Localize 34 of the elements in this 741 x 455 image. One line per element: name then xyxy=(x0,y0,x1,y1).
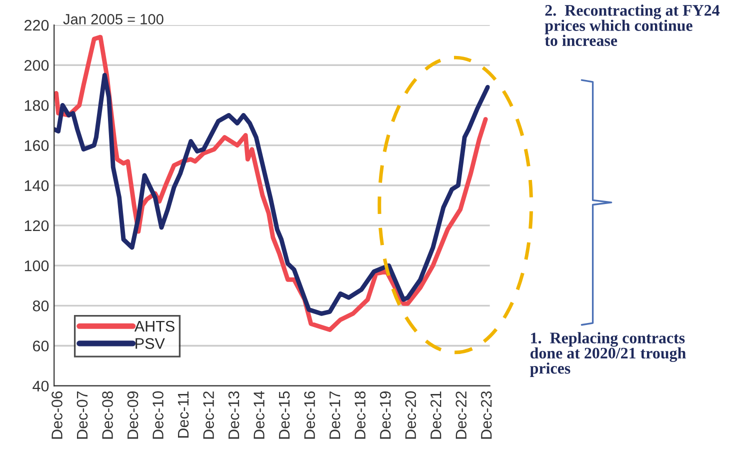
x-tick-label: Dec-15 xyxy=(279,391,290,439)
y-tick-label: 140 xyxy=(24,180,49,192)
line-series xyxy=(54,72,490,316)
x-tick-label: Dec-23 xyxy=(480,391,492,439)
x-tick-label: Dec-10 xyxy=(152,391,164,439)
x-tick-label: Dec-06 xyxy=(52,391,62,439)
x-tick-label: Dec-16 xyxy=(304,391,316,439)
x-tick-label: Dec-20 xyxy=(405,391,416,439)
y-tick-label: 100 xyxy=(24,260,49,272)
text: 1. Replacing contracts done at 2020/21 trough prices xyxy=(530,332,686,377)
x-tick-label: Dec-21 xyxy=(430,391,442,439)
x-tick-label: Dec-12 xyxy=(203,391,214,439)
x-tick-label: Dec-18 xyxy=(354,391,366,439)
x-tick-label: Dec-17 xyxy=(330,391,340,439)
x-tick-label: Dec-22 xyxy=(456,391,467,439)
x-tick-label: Dec-14 xyxy=(254,391,264,439)
y-tick-label: 180 xyxy=(24,100,49,111)
y-tick-label: 60 xyxy=(33,340,49,352)
y-tick-label: 80 xyxy=(32,300,49,312)
y-tick-label: 160 xyxy=(24,140,49,151)
y-tick-label: 40 xyxy=(32,380,49,392)
y-tick-label: 220 xyxy=(24,20,49,31)
x-tick-label: Dec-09 xyxy=(127,391,138,439)
y-tick-label: 120 xyxy=(24,220,49,232)
legend-label: PSV xyxy=(136,338,165,349)
legend-label: AHTS xyxy=(134,320,174,332)
x-tick-label: Dec-08 xyxy=(102,391,113,439)
x-tick-label: Dec-19 xyxy=(380,391,391,439)
x-tick-label: Dec-13 xyxy=(228,391,240,439)
x-tick-label: Dec-11 xyxy=(178,391,189,438)
y-tick-label: 200 xyxy=(24,60,49,71)
x-tick-label: Dec-07 xyxy=(76,391,88,439)
text: 2. Recontracting at FY24 prices which continue to increase xyxy=(544,4,720,46)
text: Jan 2005 = 100 xyxy=(63,14,164,24)
